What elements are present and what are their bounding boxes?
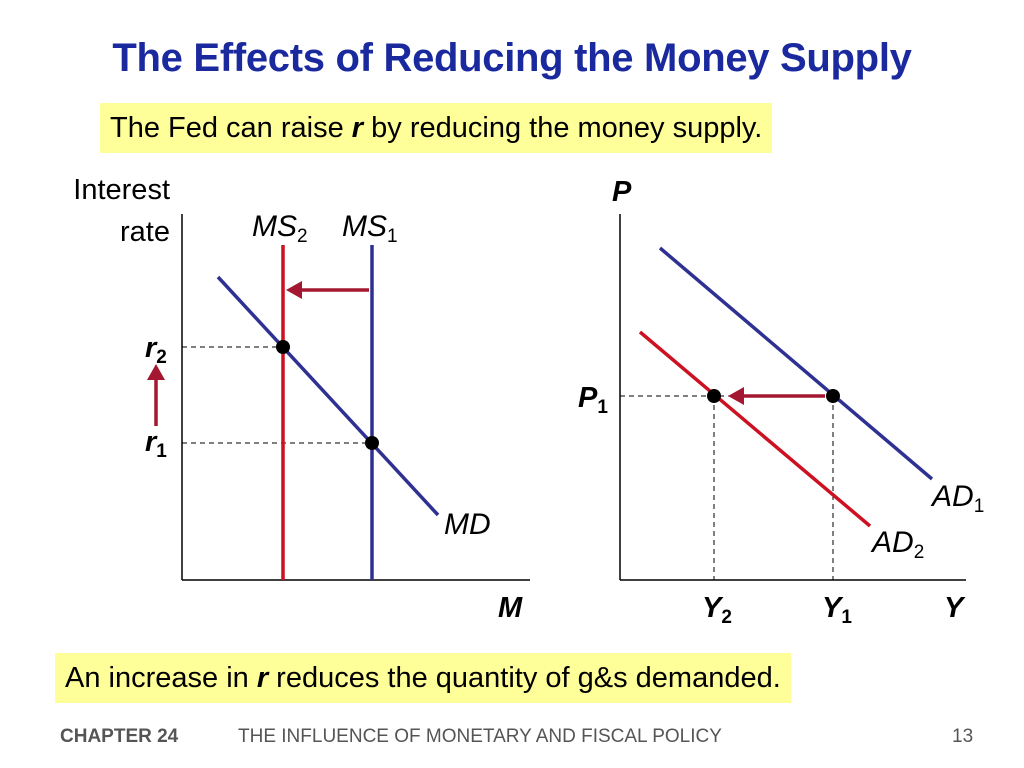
top-caption-post: by reducing the money supply.: [363, 112, 763, 144]
mm-y-label-interest: Interest: [73, 174, 170, 206]
bottom-caption-box: An increase in r reduces the quantity of…: [55, 653, 791, 703]
top-caption-pre: The Fed can raise: [110, 112, 352, 144]
page-title: The Effects of Reducing the Money Supply: [112, 36, 912, 80]
footer-subject: THE INFLUENCE OF MONETARY AND FISCAL POL…: [238, 726, 722, 747]
p1-label: P1: [578, 382, 608, 418]
ad2-label: AD2: [870, 526, 924, 563]
r-increase-arrowhead: [147, 364, 165, 380]
md-curve: [216, 275, 440, 517]
y2-label: Y2: [702, 592, 732, 628]
ad-shift-arrowhead: [728, 387, 744, 405]
bottom-caption-r: r: [256, 662, 269, 694]
money-market-graph: Interest rate MS2 MS1 MD r2 r1 M: [73, 174, 530, 624]
r1-label: r1: [145, 426, 167, 462]
ms2-label: MS2: [252, 210, 308, 247]
ad-x-label: Y: [944, 592, 966, 624]
mm-y-label-rate: rate: [120, 216, 170, 248]
footer-page-number: 13: [952, 726, 974, 747]
ms1-label: MS1: [342, 210, 398, 247]
md-label: MD: [444, 508, 491, 541]
mm-equilibrium-r2: [276, 340, 290, 354]
ms-shift-arrowhead: [286, 281, 302, 299]
y1-label: Y1: [822, 592, 852, 628]
top-caption-r: r: [351, 112, 364, 144]
ad-graph: P P1 AD1 AD2 Y2 Y1 Y: [578, 176, 984, 628]
top-caption-box: The Fed can raise r by reducing the mone…: [100, 103, 773, 153]
ad-point-y2: [707, 389, 721, 403]
bottom-caption-pre: An increase in: [65, 662, 257, 694]
ad1-curve: [658, 246, 934, 481]
r2-label: r2: [145, 332, 167, 368]
mm-equilibrium-r1: [365, 436, 379, 450]
bottom-caption-post: reduces the quantity of g&s demanded.: [268, 662, 781, 694]
ad1-label: AD1: [930, 480, 984, 517]
footer-chapter: CHAPTER 24: [60, 726, 179, 747]
ad-point-y1: [826, 389, 840, 403]
ad2-curve: [638, 330, 872, 528]
mm-x-label: M: [498, 592, 523, 624]
ad-y-label: P: [612, 176, 632, 208]
